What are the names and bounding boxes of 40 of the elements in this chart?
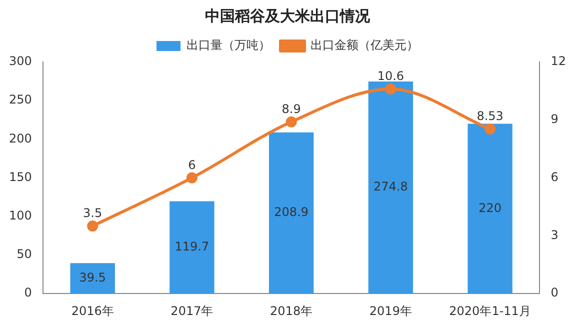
- y-tick-label: 0: [24, 286, 32, 300]
- bar: [170, 201, 214, 294]
- data-label: 39.5: [79, 270, 106, 284]
- bar: [268, 132, 314, 294]
- data-label: 8.53: [476, 109, 504, 124]
- x-tick-label: 2020年1-11月: [449, 304, 531, 318]
- point: [186, 172, 198, 184]
- y-tick-label: 50: [16, 247, 32, 262]
- legend-label: 出口金额（亿美元）: [310, 38, 418, 52]
- x-tick-label: 2016年: [71, 304, 114, 318]
- y-tick-label: 100: [9, 208, 32, 223]
- y2-tick-label: 3: [550, 228, 558, 242]
- data-label: 220: [478, 200, 502, 215]
- legend-label: 出口量（万吨）: [186, 38, 270, 52]
- data-label: 10.6: [377, 69, 404, 84]
- point: [385, 84, 396, 95]
- bar: [368, 81, 414, 294]
- x-tick-label: 2019年: [369, 304, 412, 318]
- y-tick-label: 300: [9, 54, 32, 68]
- chart-title: 中国稻谷及大米出口情况: [205, 6, 371, 25]
- bar: [70, 263, 115, 294]
- y2-tick-label: 6: [550, 170, 558, 184]
- y2-tick-label: 9: [550, 112, 558, 126]
- data-label: 208.9: [274, 205, 308, 220]
- data-label: 6: [188, 158, 196, 172]
- y2-tick-label: 12: [550, 54, 566, 68]
- data-label: 119.7: [174, 240, 210, 254]
- x-tick-label: 2017年: [170, 304, 214, 318]
- bar: [468, 124, 512, 294]
- point: [484, 123, 496, 134]
- point: [286, 116, 297, 128]
- point: [87, 220, 98, 232]
- data-label: 8.9: [282, 102, 301, 116]
- y-tick-label: 200: [9, 131, 32, 146]
- y2-tick-label: 0: [550, 286, 558, 300]
- x-tick-label: 2018年: [270, 304, 313, 318]
- data-label: 274.8: [374, 180, 408, 194]
- y-tick-label: 150: [9, 170, 32, 184]
- data-label: 3.5: [83, 206, 102, 220]
- y-tick-label: 250: [9, 92, 32, 107]
